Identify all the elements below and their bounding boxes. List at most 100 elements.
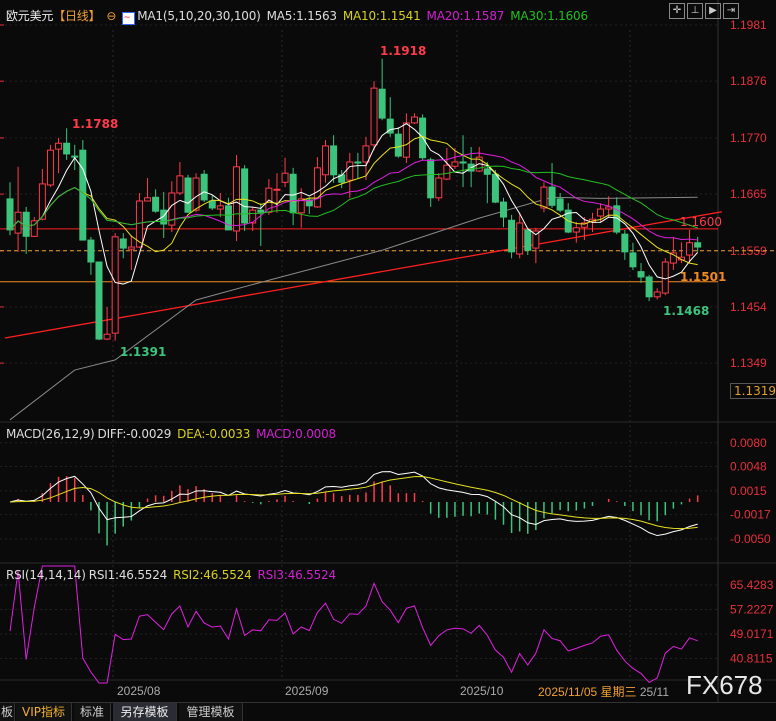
candle-down bbox=[160, 209, 168, 225]
low-annotation: 1.1391 bbox=[120, 345, 167, 359]
candle-up bbox=[144, 197, 152, 202]
candle-down bbox=[305, 199, 313, 207]
support-annotation: 1.1501 bbox=[680, 270, 727, 284]
candle-up bbox=[532, 230, 540, 249]
candle-up bbox=[653, 291, 661, 298]
candle-up bbox=[111, 236, 119, 334]
play-icon[interactable]: ▶ bbox=[705, 3, 721, 19]
ma-label: MA1(5,10,20,30,100) bbox=[137, 9, 261, 23]
candle-down bbox=[499, 201, 507, 218]
date-tick: 2025/10 bbox=[460, 684, 504, 698]
candle-up bbox=[580, 222, 588, 228]
candle-down bbox=[645, 276, 653, 298]
ma-chart-icon[interactable]: ~ bbox=[122, 12, 136, 25]
macd-value: MACD:0.0008 bbox=[256, 427, 336, 441]
tab-vip-indicators[interactable]: VIP指标 bbox=[16, 703, 72, 721]
macd-axis-label: 0.0048 bbox=[730, 459, 767, 473]
candle-up bbox=[176, 175, 184, 194]
ma10-value: MA10:1.1541 bbox=[342, 9, 421, 23]
main-chart-header: 欧元美元【日线】 ⊖ ~ MA1(5,10,20,30,100) MA5:1.1563 M… bbox=[6, 7, 594, 25]
tab-template[interactable]: 板 bbox=[0, 703, 15, 721]
tab-save-template[interactable]: 另存模板 bbox=[113, 703, 177, 721]
macd-diff: DIFF:-0.0029 bbox=[97, 427, 172, 441]
candle-down bbox=[508, 219, 516, 253]
fx678-watermark: FX678 bbox=[686, 670, 763, 700]
candle-down bbox=[119, 238, 127, 249]
rsi-header: RSI(14,14,14) RSI1:46.5524 RSI2:46.5524 RSI… bbox=[6, 568, 342, 582]
candle-down bbox=[208, 200, 216, 209]
high-annotation: 1.1918 bbox=[380, 44, 427, 58]
macd-axis-label: 0.0080 bbox=[730, 436, 767, 450]
candle-up bbox=[516, 222, 524, 255]
candle-down bbox=[459, 161, 467, 164]
candle-up bbox=[216, 205, 224, 210]
candle-down bbox=[491, 173, 499, 203]
settings-icon[interactable]: ⊖ bbox=[106, 9, 117, 23]
candle-up bbox=[103, 333, 111, 340]
candle-up bbox=[411, 116, 418, 124]
candle-up bbox=[30, 220, 38, 237]
candle-down bbox=[629, 252, 637, 268]
candle-down bbox=[289, 173, 297, 214]
candle-up bbox=[192, 177, 200, 211]
resistance-annotation: 1.1600 bbox=[680, 215, 722, 229]
ma5-line bbox=[9, 123, 699, 285]
rsi-label: RSI(14,14,14) bbox=[6, 568, 86, 582]
candle-down bbox=[548, 186, 556, 206]
price-axis-label: 1.1665 bbox=[730, 187, 767, 201]
candle-down bbox=[483, 168, 491, 175]
period-label[interactable]: 【日线】 bbox=[53, 9, 101, 23]
candle-up bbox=[686, 242, 694, 256]
candle-down bbox=[621, 233, 629, 253]
macd-dea: DEA:-0.0033 bbox=[177, 427, 251, 441]
candle-down bbox=[524, 229, 532, 251]
trend-line bbox=[4, 211, 723, 339]
ma30-line bbox=[9, 165, 698, 231]
macd-label: MACD(26,12,9) bbox=[6, 427, 95, 441]
candle-down bbox=[184, 177, 192, 213]
cursor-price-label: 1.1319 bbox=[730, 383, 776, 399]
cursor-date-label: 2025/11/05 星期三 25/11 bbox=[538, 683, 669, 700]
candle-up bbox=[46, 149, 54, 186]
price-axis-label: 1.1454 bbox=[730, 300, 767, 314]
rsi3-value: RSI3:46.5524 bbox=[257, 568, 337, 582]
candle-up bbox=[669, 252, 677, 264]
macd-axis-label: -0.0017 bbox=[730, 508, 771, 522]
rsi-axis-label: 57.2227 bbox=[730, 603, 774, 617]
export-icon[interactable]: ⇥ bbox=[723, 3, 739, 19]
candle-down bbox=[613, 205, 621, 233]
tab-standard[interactable]: 标准 bbox=[74, 703, 111, 721]
ma10-line bbox=[9, 135, 698, 266]
draw-line-icon[interactable]: ⊥ bbox=[687, 3, 703, 19]
candle-up bbox=[273, 188, 281, 191]
candle-down bbox=[257, 209, 265, 213]
candle-up bbox=[362, 145, 370, 163]
candle-down bbox=[394, 133, 402, 157]
macd-axis-label: -0.0050 bbox=[730, 532, 771, 546]
candle-up bbox=[297, 198, 305, 214]
candle-down bbox=[152, 196, 160, 212]
macd-axis-label: 0.0015 bbox=[730, 484, 767, 498]
rsi2-value: RSI2:46.5524 bbox=[173, 568, 252, 582]
candle-up bbox=[451, 161, 459, 167]
candle-up bbox=[443, 164, 451, 180]
candle-down bbox=[200, 173, 208, 201]
candle-up bbox=[370, 87, 378, 146]
candle-up bbox=[597, 208, 605, 217]
candle-up bbox=[127, 246, 135, 250]
candle-down bbox=[694, 242, 702, 248]
date-tick: 2025/09 bbox=[285, 684, 329, 698]
high2-annotation: 1.1788 bbox=[72, 117, 119, 131]
tab-manage-templates[interactable]: 管理模板 bbox=[179, 703, 243, 721]
candle-down bbox=[330, 145, 338, 176]
cursor-date: 2025/11/05 星期三 bbox=[538, 685, 637, 699]
macd-header: MACD(26,12,9) DIFF:-0.0029 DEA:-0.0033 MACD… bbox=[6, 427, 342, 441]
candle-down bbox=[6, 198, 14, 231]
crosshair-icon[interactable]: ✛ bbox=[669, 3, 685, 19]
candle-up bbox=[540, 186, 548, 209]
ma20-value: MA20:1.1587 bbox=[426, 9, 505, 23]
candle-up bbox=[435, 177, 443, 199]
ma5-value: MA5:1.1563 bbox=[266, 9, 337, 23]
price-axis-label: 1.1876 bbox=[730, 74, 767, 88]
